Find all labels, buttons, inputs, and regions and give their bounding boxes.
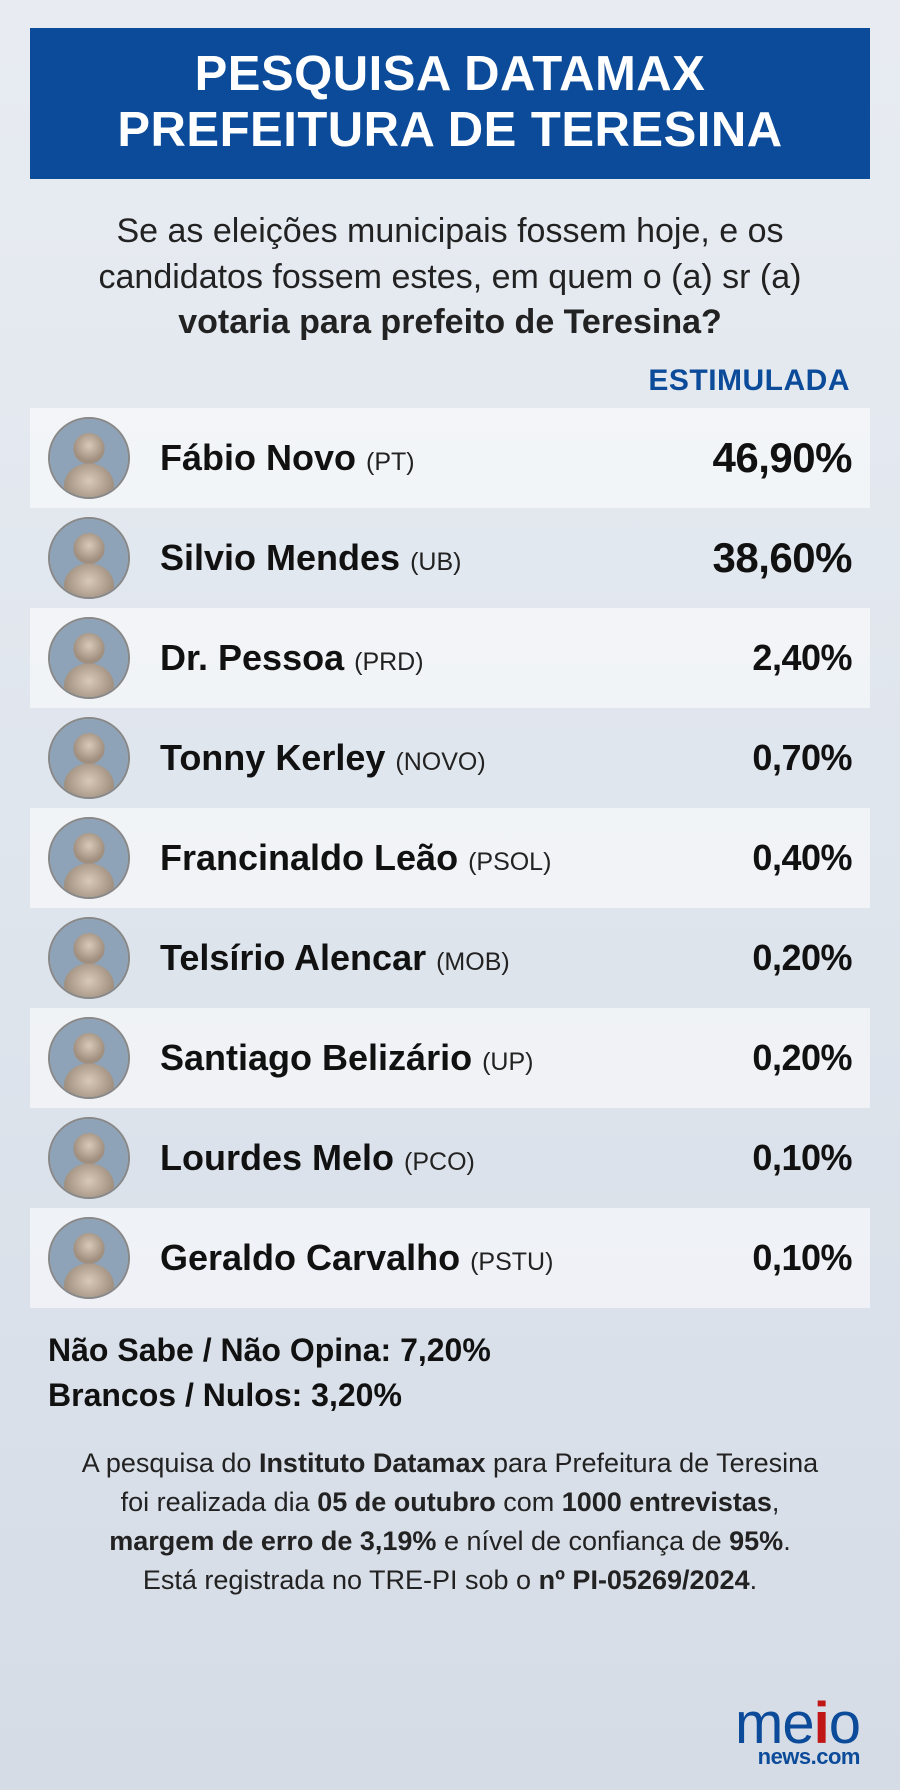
candidate-party: (PT) (366, 448, 415, 476)
stat-blank: Brancos / Nulos: 3,20% (48, 1373, 852, 1418)
stat-dontknow: Não Sabe / Não Opina: 7,20% (48, 1328, 852, 1373)
candidate-party: (PSTU) (470, 1248, 553, 1276)
candidate-name: Tonny Kerley (NOVO) (160, 737, 642, 779)
candidate-party: (MOB) (436, 948, 510, 976)
candidate-row: Telsírio Alencar (MOB)0,20% (30, 908, 870, 1008)
candidate-percent: 0,20% (642, 1037, 852, 1079)
candidate-party: (PCO) (404, 1148, 475, 1176)
candidate-row: Geraldo Carvalho (PSTU)0,10% (30, 1208, 870, 1308)
candidate-percent: 46,90% (642, 434, 852, 482)
candidates-table: Fábio Novo (PT)46,90%Silvio Mendes (UB)3… (30, 408, 870, 1308)
candidate-row: Silvio Mendes (UB)38,60% (30, 508, 870, 608)
candidate-row: Santiago Belizário (UP)0,20% (30, 1008, 870, 1108)
candidate-row: Francinaldo Leão (PSOL)0,40% (30, 808, 870, 908)
candidate-name: Geraldo Carvalho (PSTU) (160, 1237, 642, 1279)
candidate-party: (PRD) (354, 648, 423, 676)
candidate-row: Dr. Pessoa (PRD)2,40% (30, 608, 870, 708)
question-text: Se as eleições municipais fossem hoje, e… (99, 212, 802, 296)
candidate-avatar (48, 817, 130, 899)
candidate-name: Fábio Novo (PT) (160, 437, 642, 479)
source-logo: meio news.com (30, 1689, 870, 1770)
candidate-party: (UB) (410, 548, 461, 576)
candidate-row: Tonny Kerley (NOVO)0,70% (30, 708, 870, 808)
candidate-row: Fábio Novo (PT)46,90% (30, 408, 870, 508)
candidate-avatar (48, 1117, 130, 1199)
candidate-percent: 2,40% (642, 637, 852, 679)
poll-type-label: ESTIMULADA (30, 364, 850, 398)
candidate-avatar (48, 617, 130, 699)
candidate-name: Dr. Pessoa (PRD) (160, 637, 642, 679)
candidate-name: Lourdes Melo (PCO) (160, 1137, 642, 1179)
candidate-percent: 0,20% (642, 937, 852, 979)
infographic-container: PESQUISA DATAMAX PREFEITURA DE TERESINA … (0, 0, 900, 1790)
candidate-name: Santiago Belizário (UP) (160, 1037, 642, 1079)
candidate-avatar (48, 1017, 130, 1099)
question-bold: votaria para prefeito de Teresina? (178, 303, 722, 341)
logo-main: meio (30, 1699, 860, 1748)
candidate-avatar (48, 917, 130, 999)
candidate-percent: 0,10% (642, 1137, 852, 1179)
candidate-avatar (48, 517, 130, 599)
candidate-name: Francinaldo Leão (PSOL) (160, 837, 642, 879)
poll-question: Se as eleições municipais fossem hoje, e… (60, 209, 840, 347)
candidate-party: (NOVO) (395, 748, 485, 776)
header-line2: PREFEITURA DE TERESINA (60, 102, 840, 158)
candidate-percent: 0,40% (642, 837, 852, 879)
candidate-avatar (48, 1217, 130, 1299)
candidate-avatar (48, 717, 130, 799)
header-line1: PESQUISA DATAMAX (60, 46, 840, 102)
candidate-percent: 38,60% (642, 534, 852, 582)
header-banner: PESQUISA DATAMAX PREFEITURA DE TERESINA (30, 28, 870, 179)
candidate-row: Lourdes Melo (PCO)0,10% (30, 1108, 870, 1208)
candidate-avatar (48, 417, 130, 499)
candidate-party: (PSOL) (468, 848, 551, 876)
candidate-party: (UP) (482, 1048, 533, 1076)
methodology-note: A pesquisa do Instituto Datamax para Pre… (80, 1444, 820, 1601)
footer-stats: Não Sabe / Não Opina: 7,20% Brancos / Nu… (48, 1328, 852, 1418)
candidate-percent: 0,70% (642, 737, 852, 779)
candidate-name: Silvio Mendes (UB) (160, 537, 642, 579)
candidate-name: Telsírio Alencar (MOB) (160, 937, 642, 979)
candidate-percent: 0,10% (642, 1237, 852, 1279)
